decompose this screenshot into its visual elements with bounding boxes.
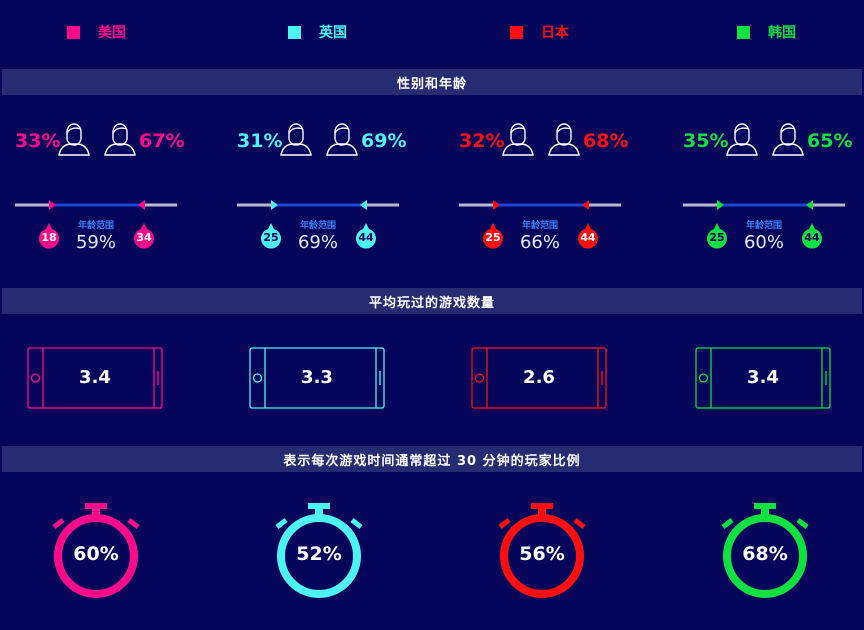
age-range-share: 60%	[743, 232, 784, 253]
legend-label-uk: 英国	[319, 25, 347, 41]
age-max-marker: 44	[801, 223, 823, 249]
legend-swatch-jp	[510, 25, 523, 39]
legend-label-us: 美国	[98, 25, 126, 41]
female-person-icon	[501, 120, 535, 160]
stopwatch-icon: 52%	[264, 500, 374, 610]
age-min-marker: 25	[482, 223, 504, 249]
phone-icon: 3.3	[249, 347, 387, 415]
legend-item-kr: 韩国	[737, 22, 796, 42]
age-range-label: 年龄范围	[521, 221, 558, 231]
playtime-percentage: 68%	[742, 543, 788, 565]
section-header-games: 平均玩过的游戏数量	[2, 288, 862, 314]
age-range-label: 年龄范围	[77, 221, 114, 231]
legend-item-uk: 英国	[288, 22, 347, 42]
age-range-bar	[459, 197, 621, 213]
age-min-marker: 18	[38, 223, 60, 249]
age-min-marker: 25	[706, 223, 728, 249]
age-range-bar	[237, 197, 399, 213]
playtime-percentage: 56%	[519, 543, 565, 565]
section-header-playtime: 表示每次游戏时间通常超过 30 分钟的玩家比例	[2, 446, 862, 472]
female-percentage: 31%	[237, 130, 283, 152]
male-percentage: 69%	[361, 130, 407, 152]
section-header-gender-age: 性别和年龄	[2, 69, 862, 95]
playtime-percentage: 52%	[296, 543, 342, 565]
phone-icon: 3.4	[27, 347, 165, 415]
age-max-value: 44	[804, 231, 820, 244]
age-min-value: 25	[485, 231, 501, 244]
age-min-marker: 25	[260, 223, 282, 249]
phone-icon: 2.6	[471, 347, 609, 415]
legend-swatch-us	[67, 25, 80, 39]
legend-swatch-uk	[288, 25, 301, 39]
age-range-bar	[15, 197, 177, 213]
stopwatch-icon: 56%	[487, 500, 597, 610]
age-range-share: 69%	[297, 232, 338, 253]
male-percentage: 68%	[583, 130, 629, 152]
female-person-icon	[725, 120, 759, 160]
age-range-bar	[683, 197, 845, 213]
female-percentage: 32%	[459, 130, 505, 152]
legend-label-kr: 韩国	[768, 25, 796, 41]
stopwatch-icon: 68%	[710, 500, 820, 610]
age-max-value: 44	[358, 231, 374, 244]
stopwatch-icon: 60%	[41, 500, 151, 610]
games-count: 3.3	[301, 367, 333, 388]
legend-item-us: 美国	[67, 22, 126, 42]
phone-icon: 3.4	[695, 347, 833, 415]
male-person-icon	[547, 120, 581, 160]
age-min-value: 25	[709, 231, 725, 244]
age-range-label: 年龄范围	[745, 221, 782, 231]
female-percentage: 35%	[683, 130, 729, 152]
male-person-icon	[771, 120, 805, 160]
age-range-label: 年龄范围	[299, 221, 336, 231]
male-person-icon	[103, 120, 137, 160]
male-person-icon	[325, 120, 359, 160]
male-percentage: 65%	[807, 130, 853, 152]
age-range-share: 59%	[75, 232, 116, 253]
playtime-percentage: 60%	[73, 543, 119, 565]
age-min-value: 18	[41, 231, 57, 244]
male-percentage: 67%	[139, 130, 185, 152]
female-person-icon	[57, 120, 91, 160]
female-percentage: 33%	[15, 130, 61, 152]
age-range-share: 66%	[519, 232, 560, 253]
legend: 美国 英国 日本 韩国	[0, 22, 864, 48]
age-max-value: 34	[136, 231, 152, 244]
games-count: 3.4	[79, 367, 111, 388]
age-max-marker: 44	[355, 223, 377, 249]
age-max-value: 44	[580, 231, 596, 244]
age-max-marker: 44	[577, 223, 599, 249]
age-min-value: 25	[263, 231, 279, 244]
female-person-icon	[279, 120, 313, 160]
games-count: 3.4	[747, 367, 779, 388]
legend-swatch-kr	[737, 25, 750, 39]
legend-label-jp: 日本	[541, 25, 569, 41]
age-max-marker: 34	[133, 223, 155, 249]
legend-item-jp: 日本	[510, 22, 569, 42]
games-count: 2.6	[523, 367, 555, 388]
